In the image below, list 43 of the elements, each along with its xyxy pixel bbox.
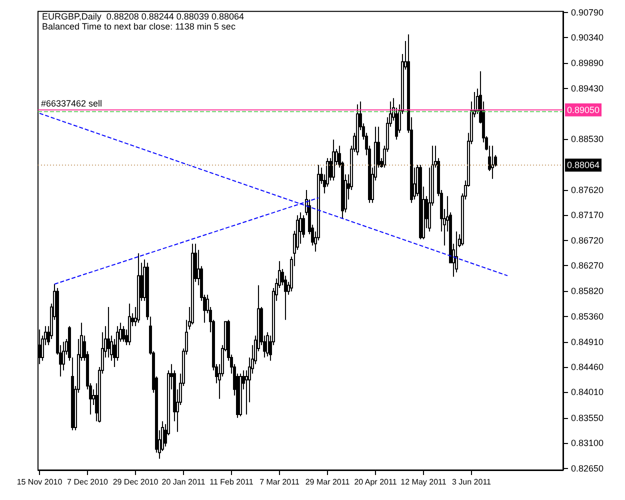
candlestick [128,303,131,346]
y-tick-label: 0.89890 [571,58,604,68]
text: Balanced Time to next bar close: 1138 min 5 sec [42,22,236,32]
ref-line-label: #66337462 sell [41,98,102,108]
candlestick [266,332,269,357]
x-tick-label: 7 Mar 2011 [260,478,300,486]
candlestick [419,164,422,240]
x-tick-label: 29 Dec 2010 [112,478,159,486]
x-tick-label: 11 Feb 2011 [210,478,254,486]
y-tick-label: 0.84910 [571,336,604,347]
candlestick [122,326,125,342]
y-tick-label: 0.86270 [571,260,604,271]
chart-title: EURGBP,Daily 0.88208 0.88244 0.88039 0.88064 [42,12,244,22]
y-tick-label: 0.84010 [571,387,604,398]
annotation: 0.89050 [567,104,600,115]
y-tick-label: 0.85360 [571,312,604,322]
y-tick-label: 0.83550 [571,412,604,423]
y-tick-label: 0.90790 [571,8,604,18]
y-tick-label: 0.83100 [571,438,604,448]
x-tick-label: 20 Apr 2011 [354,478,398,486]
y-tick-label: 0.90340 [571,32,604,43]
y-tick-label: 0.89430 [571,84,604,94]
y-tick-label: 0.86720 [571,235,604,246]
candlestick [455,230,458,273]
annotation: 0.88064 [567,160,600,170]
x-tick-label: 15 Nov 2010 [16,478,63,486]
x-tick-label: 7 Dec 2010 [67,478,109,486]
x-tick-label: 20 Jan 2011 [162,478,206,486]
candlestick [137,252,140,324]
y-tick-label: 0.88530 [571,134,604,144]
y-tick-label: 0.87620 [571,185,604,196]
y-tick-label: 0.84460 [571,362,604,372]
y-tick-label: 0.87170 [571,210,604,220]
candlestick [491,145,494,180]
candlestick [356,104,359,156]
candlestick [239,373,242,417]
y-tick-label: 0.85820 [571,286,604,296]
candlestick [107,306,110,358]
x-tick-label: 12 May 2011 [400,478,447,486]
candlestick [332,139,335,181]
x-tick-label: 29 Mar 2011 [305,478,350,486]
y-tick-label: 0.82650 [571,463,604,474]
x-tick-label: 3 Jun 2011 [452,478,492,486]
